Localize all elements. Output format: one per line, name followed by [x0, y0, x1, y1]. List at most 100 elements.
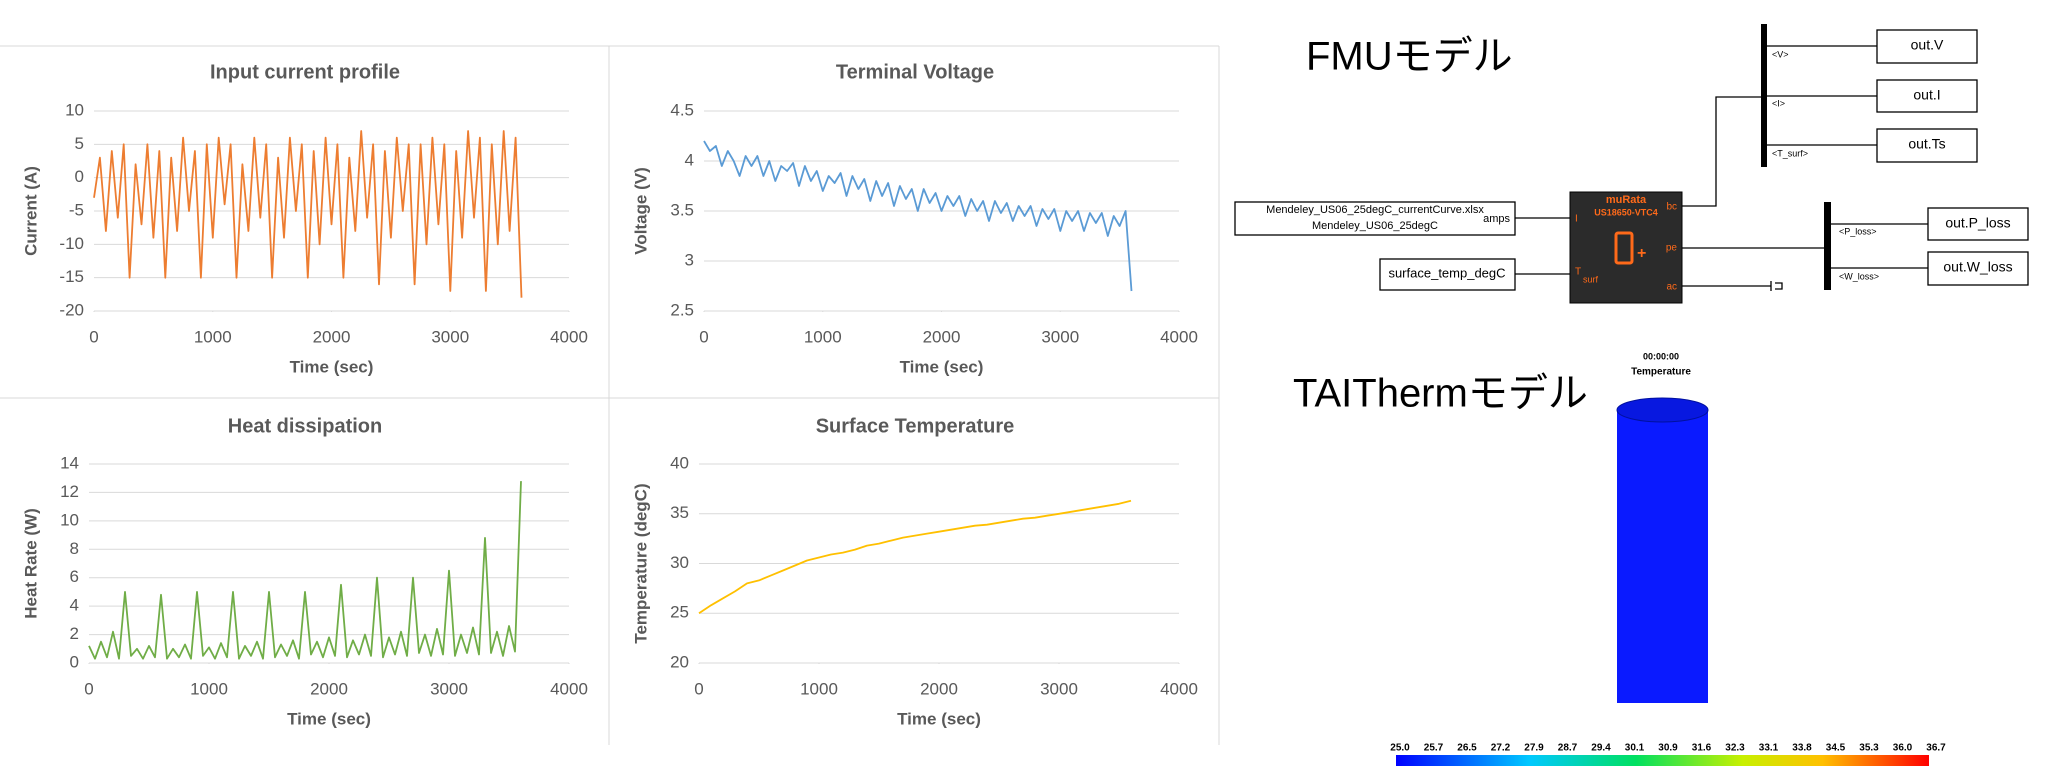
output-block [1876, 128, 1978, 163]
colorbar-label: 35.3 [1859, 743, 1879, 754]
y-axis-label: Current (A) [21, 166, 40, 256]
x-tick-label: 1000 [190, 679, 228, 698]
battery-icon [1614, 231, 1634, 265]
fmu-title: FMUモデル [1306, 35, 1513, 79]
y-tick-label: 25 [670, 603, 689, 622]
y-tick-label: 12 [60, 482, 79, 501]
bus-selector [1761, 24, 1767, 167]
x-tick-label: 0 [84, 679, 93, 698]
data-line [88, 481, 522, 660]
terminator [1770, 281, 1783, 291]
colorbar-label: 33.1 [1759, 743, 1779, 754]
y-tick-label: 2 [70, 624, 79, 643]
x-tick-label: 2000 [920, 679, 958, 698]
x-tick-label: 3000 [1040, 679, 1078, 698]
sim-time: 00:00:00 [1643, 351, 1679, 361]
y-axis-label: Voltage (V) [631, 167, 650, 255]
signal-label: <I> [1772, 98, 1785, 108]
output-block [1927, 207, 2029, 241]
signal-label: <P_loss> [1839, 226, 1877, 236]
temp-block-label: surface_temp_degC [1388, 265, 1505, 280]
x-tick-label: 0 [694, 679, 703, 698]
source-file: Mendeley_US06_25degC_currentCurve.xlsx [1266, 204, 1484, 216]
y-tick-label: 30 [670, 553, 689, 572]
battery-output: pe [1666, 243, 1678, 254]
y-tick-label: -5 [69, 200, 84, 219]
y-tick-label: 0 [70, 652, 79, 671]
battery-model: US18650-VTC4 [1594, 207, 1658, 217]
y-tick-label: 6 [70, 567, 79, 586]
x-tick-label: 4000 [1160, 327, 1198, 346]
y-tick-label: -20 [59, 300, 84, 319]
colorbar [1396, 755, 1929, 766]
chart-title: Surface Temperature [816, 415, 1015, 437]
y-tick-label: 4.5 [670, 100, 694, 119]
signal-label: <T_surf> [1772, 148, 1808, 158]
battery-block [1569, 191, 1683, 304]
quantity: Temperature [1631, 367, 1691, 378]
data-line [698, 499, 1132, 615]
chart-panels [0, 45, 1220, 745]
colorbar-label: 28.7 [1558, 743, 1578, 754]
y-tick-label: 20 [670, 652, 689, 671]
battery-input: T [1575, 267, 1581, 278]
y-tick-label: 10 [65, 100, 84, 119]
y-tick-label: 4 [70, 596, 79, 615]
output-label: out.V [1911, 37, 1944, 53]
colorbar-label: 27.9 [1524, 743, 1544, 754]
source-port: amps [1483, 213, 1510, 225]
y-tick-label: -10 [59, 234, 84, 253]
y-tick-label: 40 [670, 453, 689, 472]
battery-icon-plus: + [1637, 245, 1646, 262]
colorbar-label: 33.8 [1792, 743, 1812, 754]
signal-label: <V> [1772, 49, 1789, 59]
y-tick-label: 35 [670, 503, 689, 522]
colorbar-label: 25.7 [1424, 743, 1444, 754]
source-sheet: Mendeley_US06_25degC [1312, 220, 1438, 232]
x-tick-label: 3000 [430, 679, 468, 698]
battery-input: I [1575, 214, 1578, 225]
battery-maker: muRata [1606, 194, 1647, 206]
y-tick-label: -15 [59, 267, 84, 286]
output-label: out.Ts [1908, 136, 1945, 152]
output-block [1876, 29, 1978, 64]
cell-body [1617, 410, 1708, 703]
x-tick-label: 4000 [1160, 679, 1198, 698]
colorbar-label: 29.4 [1591, 743, 1611, 754]
x-axis-label: Time (sec) [897, 709, 981, 728]
x-tick-label: 0 [699, 327, 708, 346]
x-tick-label: 1000 [194, 327, 232, 346]
y-axis-label: Heat Rate (W) [21, 508, 40, 619]
taitherm-view: TAIThermモデル 00:00:00 Temperature 25.0 25.… [1293, 351, 1946, 766]
x-tick-label: 2000 [310, 679, 348, 698]
y-tick-label: 4 [685, 150, 694, 169]
data-line [93, 130, 523, 298]
output-block [1876, 79, 1978, 113]
chart-title: Heat dissipation [228, 415, 382, 437]
y-tick-label: 10 [60, 510, 79, 529]
colorbar-label: 36.0 [1893, 743, 1913, 754]
colorbar-label: 36.7 [1926, 743, 1946, 754]
x-tick-label: 1000 [804, 327, 842, 346]
taitherm-title: TAIThermモデル [1293, 372, 1588, 416]
output-label: out.I [1913, 87, 1940, 103]
x-axis-label: Time (sec) [900, 357, 984, 376]
x-tick-label: 3000 [1041, 327, 1079, 346]
colorbar-label: 34.5 [1826, 743, 1846, 754]
colorbar-label: 31.6 [1692, 743, 1712, 754]
x-tick-label: 3000 [431, 327, 469, 346]
x-tick-label: 1000 [800, 679, 838, 698]
source-block [1234, 201, 1516, 236]
colorbar-label: 25.0 [1390, 743, 1410, 754]
y-tick-label: 8 [70, 539, 79, 558]
output-block [1927, 251, 2029, 286]
y-tick-label: 14 [60, 453, 79, 472]
colorbar-label: 26.5 [1457, 743, 1477, 754]
data-line [703, 140, 1133, 292]
x-tick-label: 0 [89, 327, 98, 346]
battery-input: surf [1583, 274, 1599, 284]
x-axis-label: Time (sec) [290, 357, 374, 376]
x-axis-label: Time (sec) [287, 709, 371, 728]
x-tick-label: 2000 [313, 327, 351, 346]
